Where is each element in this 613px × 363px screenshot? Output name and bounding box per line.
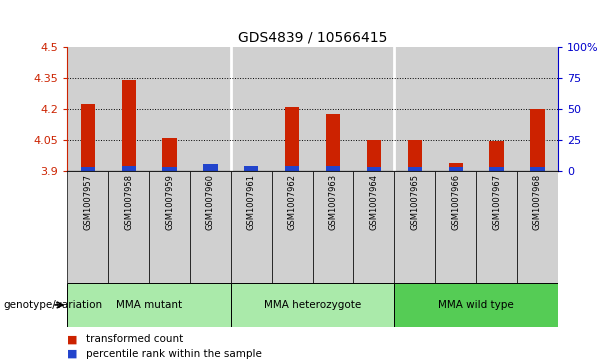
Bar [313, 47, 354, 171]
Title: GDS4839 / 10566415: GDS4839 / 10566415 [238, 30, 387, 45]
Bar [244, 167, 259, 171]
Bar [81, 104, 95, 171]
Text: GSM1007960: GSM1007960 [206, 174, 215, 230]
Bar [121, 80, 136, 171]
Bar [394, 171, 435, 283]
Bar [354, 171, 394, 283]
Bar [394, 283, 558, 327]
Bar [162, 138, 177, 171]
Bar [231, 283, 394, 327]
Bar [367, 167, 381, 171]
Bar [109, 47, 149, 171]
Bar [435, 171, 476, 283]
Bar [81, 167, 95, 171]
Bar [408, 167, 422, 171]
Text: GSM1007961: GSM1007961 [247, 174, 256, 230]
Bar [326, 166, 340, 171]
Bar [190, 171, 231, 283]
Text: GSM1007965: GSM1007965 [410, 174, 419, 230]
Bar [476, 171, 517, 283]
Bar [231, 171, 272, 283]
Bar [204, 164, 218, 171]
Text: MMA heterozygote: MMA heterozygote [264, 300, 361, 310]
Bar [408, 140, 422, 171]
Bar [517, 47, 558, 171]
Bar [272, 171, 313, 283]
Bar [67, 171, 109, 283]
Bar [162, 167, 177, 171]
Bar [517, 171, 558, 283]
Bar [121, 166, 136, 171]
Text: GSM1007957: GSM1007957 [83, 174, 93, 230]
Bar [489, 141, 504, 171]
Bar [67, 283, 231, 327]
Text: GSM1007958: GSM1007958 [124, 174, 133, 230]
Bar [67, 47, 109, 171]
Bar [149, 47, 190, 171]
Bar [530, 109, 544, 171]
Bar [285, 166, 299, 171]
Text: GSM1007963: GSM1007963 [329, 174, 338, 230]
Bar [394, 47, 435, 171]
Text: ■: ■ [67, 349, 78, 359]
Text: GSM1007968: GSM1007968 [533, 174, 542, 230]
Bar [489, 167, 504, 171]
Bar [231, 47, 272, 171]
Bar [449, 167, 463, 171]
Bar [109, 171, 149, 283]
Bar [272, 47, 313, 171]
Bar [190, 47, 231, 171]
Bar [149, 171, 190, 283]
Bar [367, 140, 381, 171]
Text: genotype/variation: genotype/variation [3, 300, 102, 310]
Text: GSM1007966: GSM1007966 [451, 174, 460, 230]
Text: MMA wild type: MMA wild type [438, 300, 514, 310]
Bar [313, 171, 354, 283]
Bar [244, 166, 259, 171]
Text: ■: ■ [67, 334, 78, 344]
Bar [449, 163, 463, 171]
Bar [354, 47, 394, 171]
Bar [204, 168, 218, 171]
Bar [326, 114, 340, 171]
Text: GSM1007964: GSM1007964 [370, 174, 378, 230]
Text: transformed count: transformed count [86, 334, 183, 344]
Bar [285, 107, 299, 171]
Text: percentile rank within the sample: percentile rank within the sample [86, 349, 262, 359]
Text: GSM1007962: GSM1007962 [287, 174, 297, 230]
Text: GSM1007967: GSM1007967 [492, 174, 501, 230]
Bar [476, 47, 517, 171]
Bar [530, 167, 544, 171]
Bar [435, 47, 476, 171]
Text: MMA mutant: MMA mutant [116, 300, 182, 310]
Text: GSM1007959: GSM1007959 [165, 174, 174, 230]
